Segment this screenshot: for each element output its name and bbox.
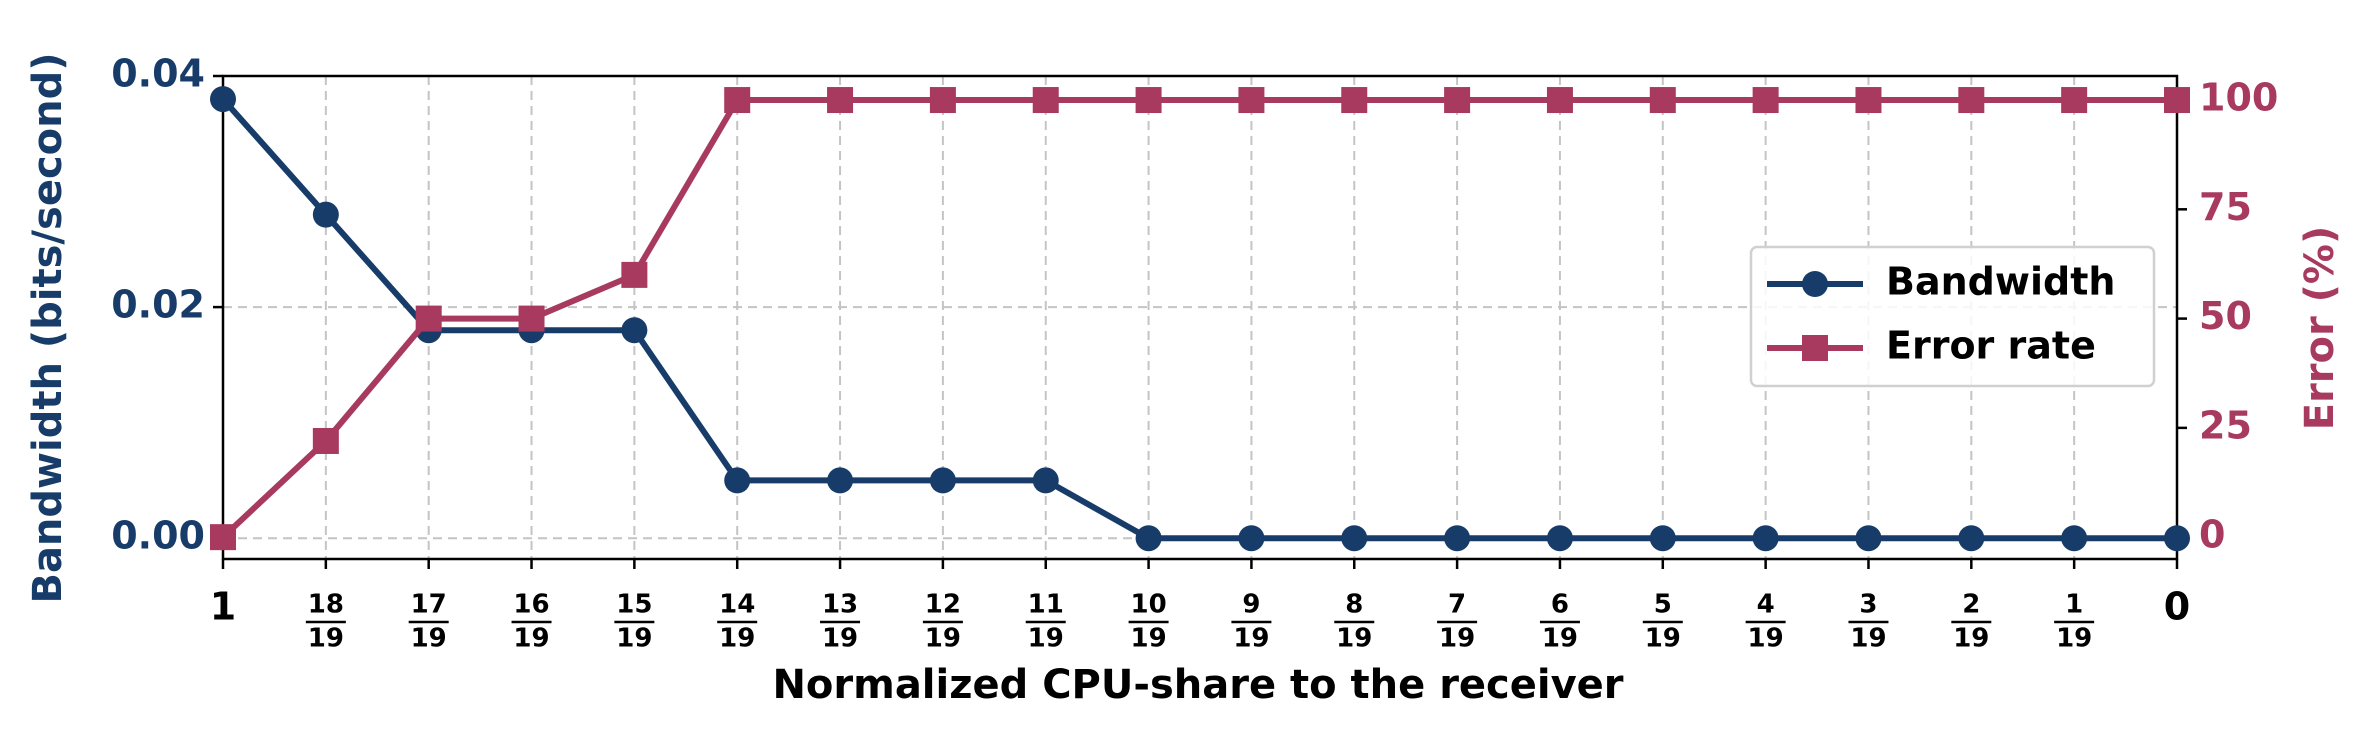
- x-tick-denominator: 19: [719, 624, 755, 654]
- x-tick-numerator: 6: [1551, 590, 1569, 620]
- marker: [2164, 87, 2190, 114]
- x-tick-numerator: 1: [2065, 590, 2083, 620]
- marker: [827, 87, 854, 114]
- marker: [2061, 525, 2088, 552]
- x-tick-numerator: 18: [308, 590, 344, 620]
- marker: [1752, 525, 1779, 552]
- marker: [929, 87, 956, 114]
- y2-tick-label: 25: [2199, 403, 2252, 447]
- y2-tick-label: 50: [2199, 294, 2252, 338]
- marker: [724, 87, 751, 114]
- marker: [827, 467, 854, 494]
- legend-label: Error rate: [1886, 324, 2096, 368]
- plot-frame: [221, 74, 2179, 561]
- x-tick-denominator: 19: [1953, 624, 1989, 654]
- x-tick-numerator: 16: [513, 590, 549, 620]
- x-tick-denominator: 19: [1542, 624, 1578, 654]
- x-tick-numerator: 4: [1757, 590, 1775, 620]
- x-tick-denominator: 19: [308, 624, 344, 654]
- x-tick-numerator: 7: [1448, 590, 1466, 620]
- x-tick-denominator: 19: [1850, 624, 1886, 654]
- marker: [1855, 525, 1882, 552]
- marker: [1032, 87, 1059, 114]
- x-tick-numerator: 10: [1130, 590, 1166, 620]
- marker: [518, 305, 545, 332]
- marker: [929, 467, 956, 494]
- marker: [621, 261, 648, 288]
- x-tick-denominator: 19: [1645, 624, 1681, 654]
- x-tick-numerator: 11: [1028, 590, 1064, 620]
- x-tick-denominator: 19: [1028, 624, 1064, 654]
- x-tick-denominator: 19: [513, 624, 549, 654]
- marker: [312, 201, 339, 228]
- x-tick-denominator: 19: [1748, 624, 1784, 654]
- legend-label: Bandwidth: [1886, 260, 2115, 304]
- marker: [1649, 87, 1676, 114]
- marker: [1341, 87, 1368, 114]
- marker: [1444, 525, 1471, 552]
- marker: [2061, 87, 2088, 114]
- y-tick-label: 0.00: [111, 514, 205, 558]
- x-tick-numerator: 9: [1242, 590, 1260, 620]
- marker: [1855, 87, 1882, 114]
- x-tick-numerator: 2: [1962, 590, 1980, 620]
- marker: [1649, 525, 1676, 552]
- marker: [1341, 525, 1368, 552]
- x-tick-denominator: 19: [822, 624, 858, 654]
- y2-axis-label: Error (%): [2297, 226, 2343, 431]
- marker: [1546, 525, 1573, 552]
- marker: [1238, 525, 1265, 552]
- y-axis-label: Bandwidth (bits/second): [25, 52, 71, 603]
- x-tick-denominator: 19: [1439, 624, 1475, 654]
- legend-marker: [1802, 271, 1828, 297]
- marker: [1032, 467, 1059, 494]
- x-tick-numerator: 13: [822, 590, 858, 620]
- x-tick-numerator: 12: [925, 590, 961, 620]
- x-tick-denominator: 19: [925, 624, 961, 654]
- marker: [621, 317, 648, 344]
- x-tick-numerator: 17: [411, 590, 447, 620]
- marker: [1135, 87, 1162, 114]
- marker: [1958, 525, 1985, 552]
- marker: [1444, 87, 1471, 114]
- marker: [724, 467, 751, 494]
- marker: [1238, 87, 1265, 114]
- x-tick-label: 0: [2164, 585, 2190, 629]
- y2-tick-label: 100: [2199, 76, 2278, 120]
- x-tick-denominator: 19: [616, 624, 652, 654]
- y2-tick-label: 75: [2199, 185, 2252, 229]
- x-tick-numerator: 8: [1345, 590, 1363, 620]
- series-line: [220, 97, 2177, 540]
- y-tick-label: 0.04: [111, 52, 205, 96]
- x-tick-denominator: 19: [1130, 624, 1166, 654]
- x-tick-numerator: 5: [1654, 590, 1672, 620]
- x-tick-numerator: 3: [1859, 590, 1877, 620]
- marker: [2164, 525, 2190, 552]
- marker: [312, 427, 339, 454]
- series-line: [220, 97, 2177, 542]
- x-tick-denominator: 19: [2056, 624, 2092, 654]
- x-tick-numerator: 14: [719, 590, 755, 620]
- x-tick-denominator: 19: [1233, 624, 1269, 654]
- marker: [415, 305, 442, 332]
- x-tick-denominator: 19: [411, 624, 447, 654]
- marker: [210, 86, 236, 113]
- marker: [1135, 525, 1162, 552]
- marker: [1958, 87, 1985, 114]
- y2-tick-label: 0: [2199, 513, 2225, 557]
- marker: [1752, 87, 1779, 114]
- legend-marker: [1802, 335, 1828, 361]
- y-tick-label: 0.02: [111, 283, 205, 327]
- x-tick-denominator: 19: [1336, 624, 1372, 654]
- x-tick-label: 1: [210, 585, 236, 629]
- x-tick-numerator: 15: [616, 590, 652, 620]
- marker: [1546, 87, 1573, 114]
- marker: [210, 524, 236, 551]
- x-axis-label: Normalized CPU-share to the receiver: [772, 662, 1623, 708]
